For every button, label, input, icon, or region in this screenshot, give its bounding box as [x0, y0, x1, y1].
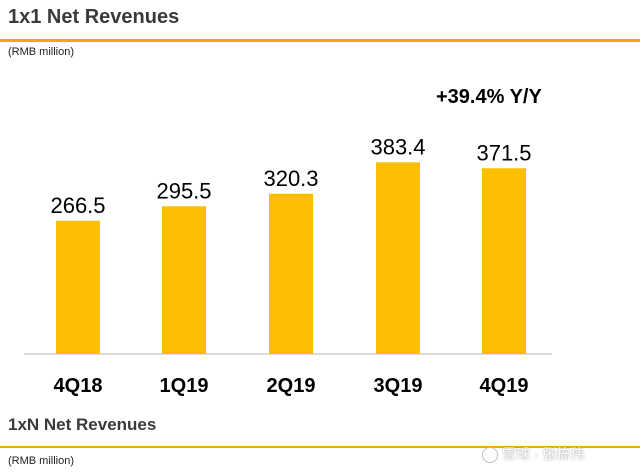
- unit-label-1xn: (RMB million): [8, 455, 74, 467]
- data-label-3Q19: 383.4: [370, 134, 425, 159]
- snowball-logo-icon: [482, 447, 498, 464]
- x-tick-label-2Q19: 2Q19: [267, 375, 316, 397]
- section-title-1xn: 1xN Net Revenues: [8, 415, 157, 434]
- growth-annotation: +39.4% Y/Y: [436, 86, 542, 108]
- revenue-bar-chart: 266.5 4Q18 295.5 1Q19 320.3 2Q19 383.4 3Q19 371.…: [24, 134, 552, 397]
- x-tick-label-1Q19: 1Q19: [160, 375, 209, 397]
- bar-2Q19: [269, 193, 313, 354]
- watermark: 雪球 · 张栋伟: [482, 444, 584, 464]
- bar-4Q19: [482, 168, 526, 354]
- bar-3Q19: [376, 162, 420, 354]
- data-label-4Q19: 371.5: [476, 140, 531, 165]
- bar-1Q19: [162, 206, 206, 354]
- title-divider: [0, 39, 640, 42]
- watermark-text: 雪球 · 张栋伟: [502, 446, 585, 462]
- unit-label: (RMB million): [8, 46, 74, 58]
- page-title: 1x1 Net Revenues: [8, 6, 180, 28]
- data-label-1Q19: 295.5: [156, 178, 211, 203]
- x-tick-label-4Q18: 4Q18: [54, 375, 103, 397]
- section-divider: [0, 446, 640, 448]
- x-tick-label-3Q19: 3Q19: [374, 375, 423, 397]
- data-label-4Q18: 266.5: [50, 193, 105, 218]
- bar-4Q18: [56, 220, 100, 354]
- data-label-2Q19: 320.3: [263, 166, 318, 191]
- x-tick-label-4Q19: 4Q19: [480, 375, 529, 397]
